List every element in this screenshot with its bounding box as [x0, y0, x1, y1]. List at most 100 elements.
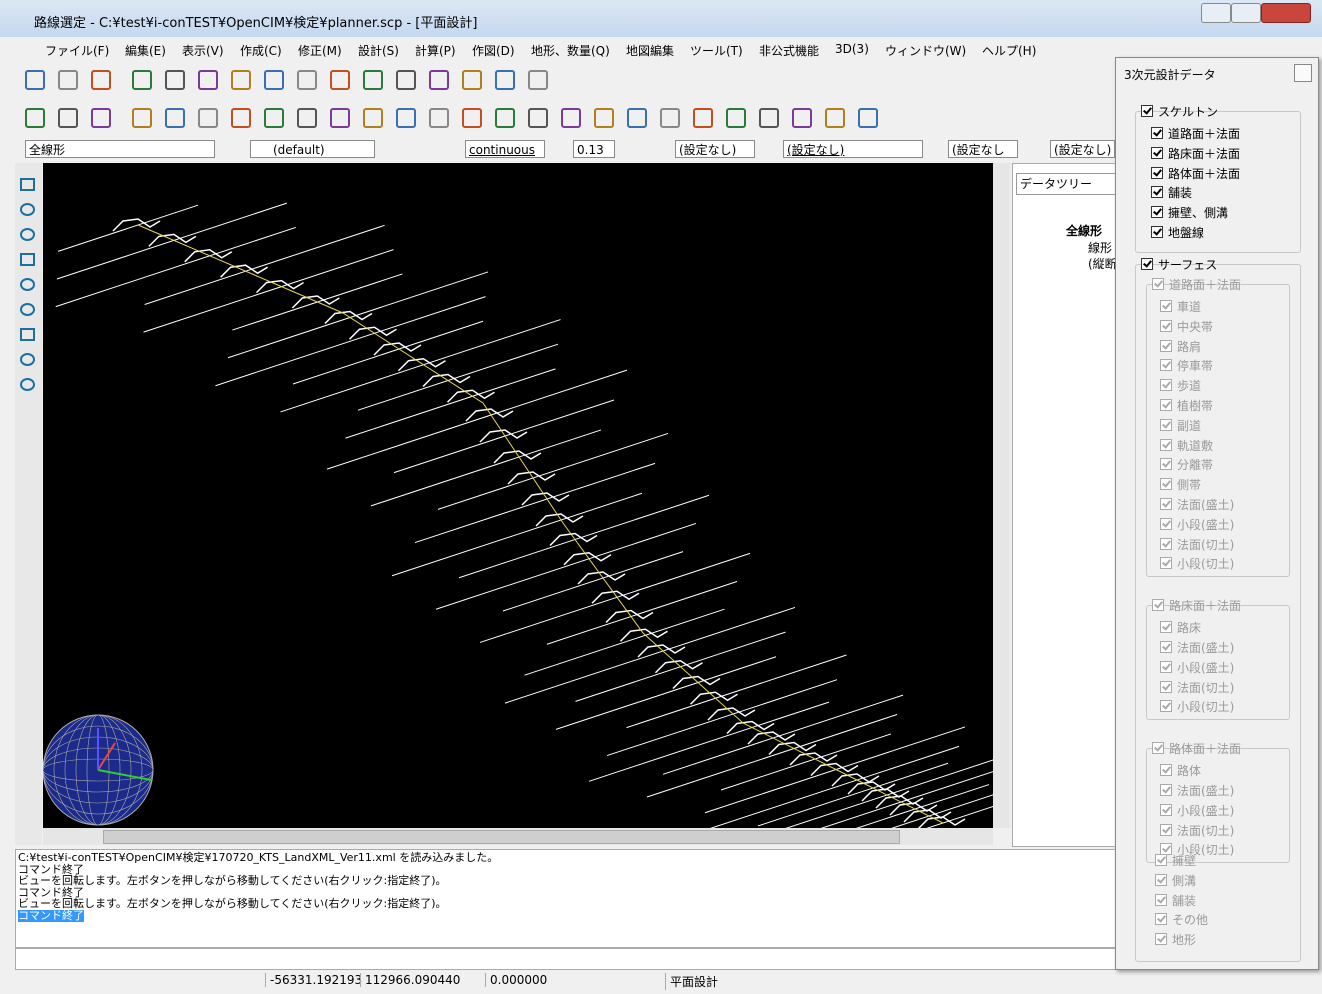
lineweight-combo[interactable]: 0.13 [573, 140, 615, 158]
menu-item[interactable]: 設計(S) [358, 44, 399, 58]
checkbox-item[interactable]: 法面(切土) [1160, 822, 1234, 839]
toolbar-button[interactable] [132, 70, 152, 90]
color-combo[interactable]: (default) [250, 140, 375, 158]
toolbar-button[interactable] [198, 108, 218, 128]
horizontal-scrollbar[interactable] [43, 828, 993, 845]
menu-item[interactable]: ウィンドウ(W) [885, 44, 967, 58]
toolbar-button[interactable] [858, 108, 878, 128]
toolbar-button[interactable] [231, 70, 251, 90]
checkbox-item[interactable]: 路床 [1160, 619, 1201, 636]
toolbar-button[interactable] [462, 108, 482, 128]
close-button[interactable] [1261, 3, 1311, 23]
vertical-scrollbar[interactable] [993, 163, 1010, 828]
checkbox-item[interactable]: 擁壁、側溝 [1151, 204, 1228, 221]
toolbar-button[interactable] [792, 108, 812, 128]
checkbox-item[interactable]: 法面(切土) [1160, 536, 1234, 553]
toolbar-button[interactable] [429, 108, 449, 128]
menu-item[interactable]: 修正(M) [298, 44, 342, 58]
checkbox-item[interactable]: 停車帯 [1160, 357, 1213, 374]
toolbar-button[interactable] [528, 108, 548, 128]
checkbox-item[interactable]: 地形 [1155, 931, 1196, 948]
checkbox-item[interactable]: 路床面＋法面 [1151, 145, 1240, 162]
draw-tool[interactable] [20, 228, 35, 241]
toolbar-button[interactable] [363, 70, 383, 90]
scroll-thumb[interactable] [103, 830, 900, 844]
panel-close[interactable] [1294, 64, 1312, 82]
checkbox-item[interactable]: 路体面＋法面 [1151, 165, 1240, 182]
checkbox-item[interactable]: 植樹帯 [1160, 397, 1213, 414]
draw-tool[interactable] [20, 303, 35, 316]
menu-item[interactable]: ヘルプ(H) [982, 44, 1037, 58]
draw-tool[interactable] [20, 278, 35, 291]
toolbar-button[interactable] [297, 108, 317, 128]
toolbar-button[interactable] [330, 108, 350, 128]
toolbar-button[interactable] [58, 70, 78, 90]
checkbox-item[interactable]: 車道 [1160, 298, 1201, 315]
checkbox-item[interactable]: その他 [1155, 911, 1208, 928]
checkbox-item[interactable]: 舗装 [1151, 184, 1192, 201]
maximize-button[interactable] [1231, 3, 1261, 23]
checkbox-item[interactable]: 小段(盛土) [1160, 516, 1234, 533]
setting-combo[interactable]: (設定なし) [1050, 140, 1115, 158]
tree-node[interactable]: 線形 [1088, 241, 1113, 255]
toolbar-button[interactable] [25, 108, 45, 128]
checkbox-item[interactable]: 舗装 [1155, 892, 1196, 909]
toolbar-button[interactable] [693, 108, 713, 128]
toolbar-button[interactable] [58, 108, 78, 128]
draw-tool[interactable] [20, 203, 35, 216]
toolbar-button[interactable] [297, 70, 317, 90]
toolbar-button[interactable] [165, 70, 185, 90]
toolbar-button[interactable] [264, 108, 284, 128]
toolbar-button[interactable] [660, 108, 680, 128]
toolbar-button[interactable] [165, 108, 185, 128]
toolbar-button[interactable] [495, 108, 515, 128]
checkbox-item[interactable]: 法面(盛土) [1160, 782, 1234, 799]
toolbar-button[interactable] [91, 70, 111, 90]
menu-item[interactable]: 作図(D) [472, 44, 515, 58]
checkbox-item[interactable]: 路床面＋法面 [1152, 597, 1241, 614]
toolbar-button[interactable] [363, 108, 383, 128]
menu-item[interactable]: 編集(E) [125, 44, 166, 58]
toolbar-button[interactable] [594, 108, 614, 128]
checkbox-item[interactable]: 側帯 [1160, 476, 1201, 493]
menu-item[interactable]: 3D(3) [835, 42, 869, 56]
toolbar-button[interactable] [198, 70, 218, 90]
toolbar-button[interactable] [627, 108, 647, 128]
setting-combo[interactable]: (設定なし) [675, 140, 755, 158]
menu-item[interactable]: 表示(V) [182, 44, 224, 58]
checkbox-item[interactable]: 分離帯 [1160, 456, 1213, 473]
checkbox-item[interactable]: 路肩 [1160, 338, 1201, 355]
checkbox-item[interactable]: 路体面＋法面 [1152, 740, 1241, 757]
checkbox-item[interactable]: 小段(切土) [1160, 841, 1234, 858]
checkbox-item[interactable]: 法面(盛土) [1160, 639, 1234, 656]
toolbar-button[interactable] [231, 108, 251, 128]
toolbar-button[interactable] [264, 70, 284, 90]
toolbar-button[interactable] [330, 70, 350, 90]
checkbox-item[interactable]: 歩道 [1160, 377, 1201, 394]
data-tree-tab[interactable]: データツリー [1016, 173, 1117, 195]
toolbar-button[interactable] [726, 108, 746, 128]
toolbar-button[interactable] [396, 108, 416, 128]
checkbox-item[interactable]: 小段(盛土) [1160, 659, 1234, 676]
checkbox-item[interactable]: 擁壁 [1155, 852, 1196, 869]
toolbar-button[interactable] [429, 70, 449, 90]
checkbox-item[interactable]: 法面(切土) [1160, 679, 1234, 696]
toolbar-button[interactable] [528, 70, 548, 90]
tree-node[interactable]: (縦断 [1088, 257, 1117, 271]
menu-item[interactable]: 地形、数量(Q) [531, 44, 610, 58]
toolbar-button[interactable] [561, 108, 581, 128]
checkbox-item[interactable]: 中央帯 [1160, 318, 1213, 335]
checkbox-item[interactable]: 小段(切土) [1160, 698, 1234, 715]
toolbar-button[interactable] [91, 108, 111, 128]
toolbar-button[interactable] [25, 70, 45, 90]
linetype-combo[interactable]: continuous [465, 140, 545, 158]
menu-item[interactable]: 計算(P) [415, 44, 456, 58]
checkbox-item[interactable]: 法面(盛土) [1160, 496, 1234, 513]
tree-node[interactable]: 全線形 [1066, 224, 1103, 238]
checkbox-item[interactable]: 側溝 [1155, 872, 1196, 889]
checkbox-item[interactable]: 道路面＋法面 [1152, 276, 1241, 293]
toolbar-button[interactable] [759, 108, 779, 128]
minimize-button[interactable] [1201, 3, 1231, 23]
setting-combo[interactable]: (設定なし [948, 140, 1018, 158]
menu-item[interactable]: 非公式機能 [759, 44, 820, 58]
